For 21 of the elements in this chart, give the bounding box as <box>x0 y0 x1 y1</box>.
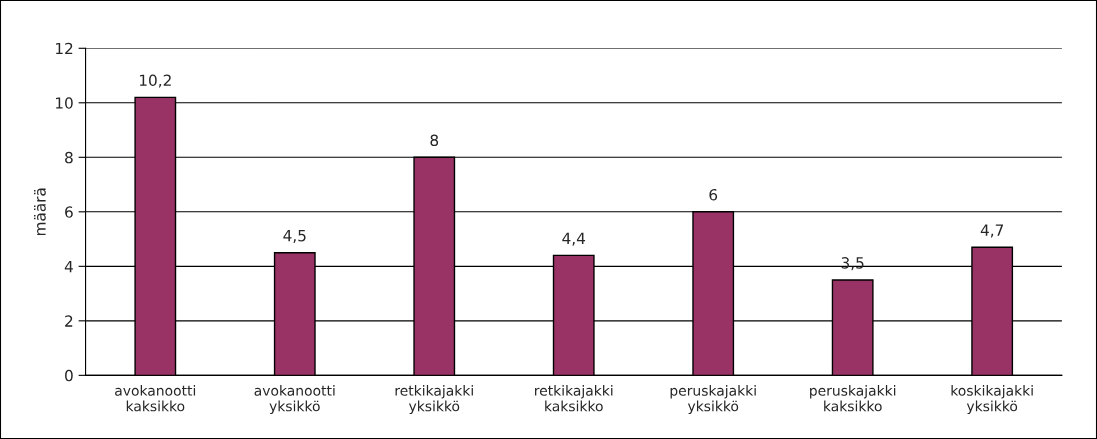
x-tick-label: peruskajakki yksikkö <box>670 385 756 415</box>
y-tick-label: 0 <box>65 369 73 382</box>
y-axis-title: määrä <box>34 188 46 236</box>
y-tick-label: 2 <box>65 315 73 327</box>
y-tick-label: 6 <box>65 206 73 218</box>
y-tick-label: 4 <box>64 260 73 273</box>
data-label: 8 <box>430 134 439 147</box>
x-tick-label: retkikajakki kaksikko <box>535 385 613 412</box>
data-label: 4,7 <box>980 224 1003 238</box>
data-label: 10,2 <box>139 74 171 88</box>
y-tick-label: 8 <box>65 151 73 164</box>
x-tick-label: avokanootti yksikkö <box>254 385 335 415</box>
data-label: 4,4 <box>562 232 586 246</box>
y-tick-label: 10 <box>56 97 73 109</box>
data-label: 4,5 <box>283 230 306 243</box>
y-tick-label: 12 <box>56 42 73 55</box>
x-tick-label: avokanootti kaksikko <box>115 385 196 412</box>
x-tick-label: koskikajakki yksikkö <box>951 385 1033 415</box>
x-tick-label: retkikajakki yksikkö <box>395 385 473 415</box>
data-label: 6 <box>709 188 718 201</box>
x-tick-label: peruskajakki kaksikko <box>810 385 896 412</box>
